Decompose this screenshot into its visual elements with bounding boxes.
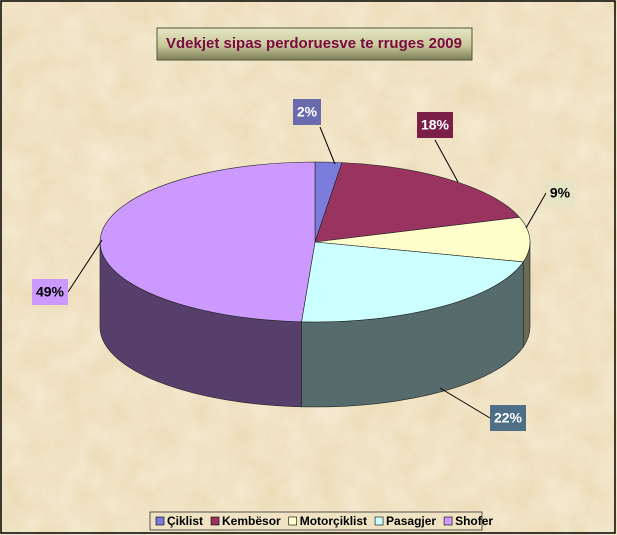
legend-swatch bbox=[210, 516, 220, 526]
leader-line bbox=[439, 387, 491, 419]
label-box bbox=[293, 99, 321, 125]
label-box bbox=[490, 405, 526, 431]
data-label: 22% bbox=[494, 410, 523, 426]
label-box bbox=[546, 180, 574, 206]
leader-line bbox=[525, 192, 547, 229]
legend: Çiklist Kembësor Motorçiklist Pasagjer Shofe… bbox=[149, 511, 493, 531]
data-label: 2% bbox=[297, 104, 318, 120]
slice bbox=[314, 162, 521, 243]
leader-line bbox=[434, 139, 459, 183]
legend-box bbox=[149, 511, 483, 531]
leader-line bbox=[319, 126, 336, 165]
legend-swatch bbox=[288, 516, 298, 526]
leader-line bbox=[67, 239, 103, 293]
legend-label: Çiklist bbox=[167, 514, 203, 528]
title-box bbox=[156, 27, 473, 61]
data-label: 9% bbox=[550, 185, 571, 201]
label-box bbox=[32, 279, 68, 305]
slice bbox=[99, 161, 316, 323]
data-label: 18% bbox=[421, 117, 450, 133]
slice bbox=[314, 216, 531, 263]
legend-label: Motorçiklist bbox=[300, 514, 367, 528]
chart-title: Vdekjet sipas perdoruesve te rruges 2009 bbox=[166, 35, 462, 52]
label-box bbox=[417, 112, 453, 138]
legend-label: Shofer bbox=[455, 514, 493, 528]
legend-swatch bbox=[155, 516, 165, 526]
legend-label: Pasagjer bbox=[386, 514, 436, 528]
legend-swatch bbox=[374, 516, 384, 526]
legend-swatch bbox=[443, 516, 453, 526]
data-label: 49% bbox=[36, 284, 65, 300]
pie: 2% 18% 9% 22% 49% bbox=[32, 99, 574, 431]
slice bbox=[301, 241, 524, 323]
legend-label: Kembësor bbox=[222, 514, 281, 528]
